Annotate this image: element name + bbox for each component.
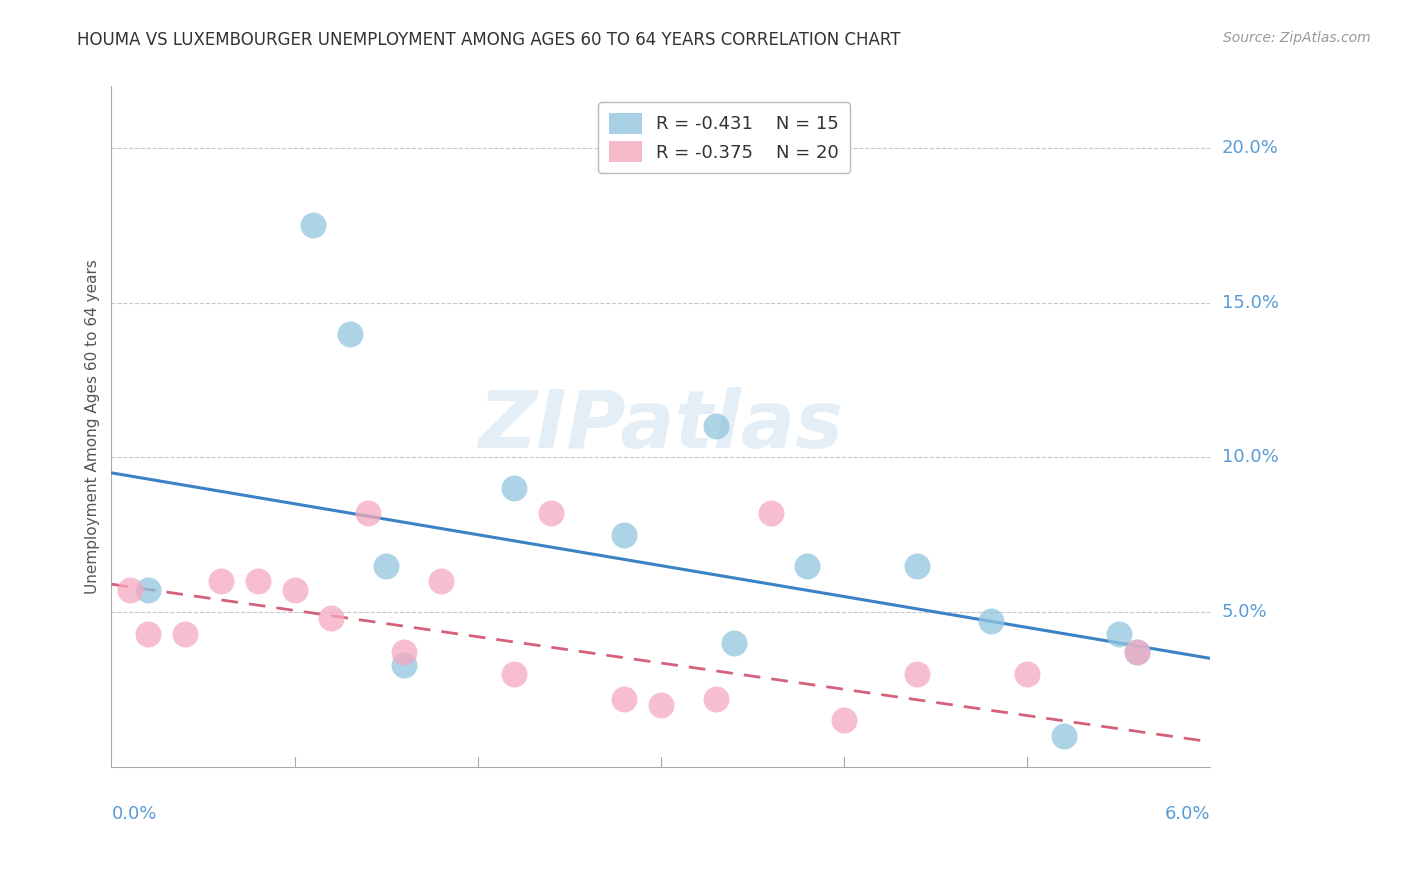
Point (1053, 729, 1076, 743)
Point (321, 611, 343, 625)
Text: HOUMA VS LUXEMBOURGER UNEMPLOYMENT AMONG AGES 60 TO 64 YEARS CORRELATION CHART: HOUMA VS LUXEMBOURGER UNEMPLOYMENT AMONG… (77, 31, 901, 49)
Legend: R = -0.431    N = 15, R = -0.375    N = 20: R = -0.431 N = 15, R = -0.375 N = 20 (599, 103, 849, 173)
Point (905, 558, 928, 573)
Point (173, 626, 195, 640)
Point (1126, 645, 1149, 659)
Text: Source: ZipAtlas.com: Source: ZipAtlas.com (1223, 31, 1371, 45)
Point (246, 574, 269, 588)
Text: 0.0%: 0.0% (111, 805, 157, 823)
Y-axis label: Unemployment Among Ages 60 to 64 years: Unemployment Among Ages 60 to 64 years (86, 259, 100, 594)
Point (209, 574, 232, 588)
Point (832, 713, 855, 727)
Point (284, 583, 307, 598)
Point (980, 614, 1002, 628)
Point (430, 574, 453, 588)
Point (118, 583, 141, 598)
Text: 10.0%: 10.0% (1222, 449, 1278, 467)
Point (1017, 666, 1039, 681)
Point (905, 666, 928, 681)
Point (650, 698, 672, 712)
Text: 15.0%: 15.0% (1222, 293, 1278, 312)
Point (796, 558, 818, 573)
Point (723, 636, 745, 650)
Point (540, 506, 562, 520)
Point (613, 691, 636, 706)
Point (394, 645, 416, 659)
Text: 6.0%: 6.0% (1166, 805, 1211, 823)
Point (375, 558, 398, 573)
Text: 20.0%: 20.0% (1222, 139, 1278, 157)
Point (503, 666, 526, 681)
Point (136, 626, 159, 640)
Point (613, 527, 636, 541)
Point (339, 326, 361, 341)
Point (302, 219, 325, 233)
Point (357, 506, 380, 520)
Point (136, 583, 159, 598)
Text: 5.0%: 5.0% (1222, 603, 1267, 621)
Point (1126, 645, 1149, 659)
Text: ZIPatlas: ZIPatlas (478, 387, 844, 466)
Point (759, 506, 782, 520)
Point (394, 657, 416, 672)
Point (704, 419, 727, 434)
Point (704, 691, 727, 706)
Point (503, 481, 526, 495)
Point (1108, 626, 1130, 640)
